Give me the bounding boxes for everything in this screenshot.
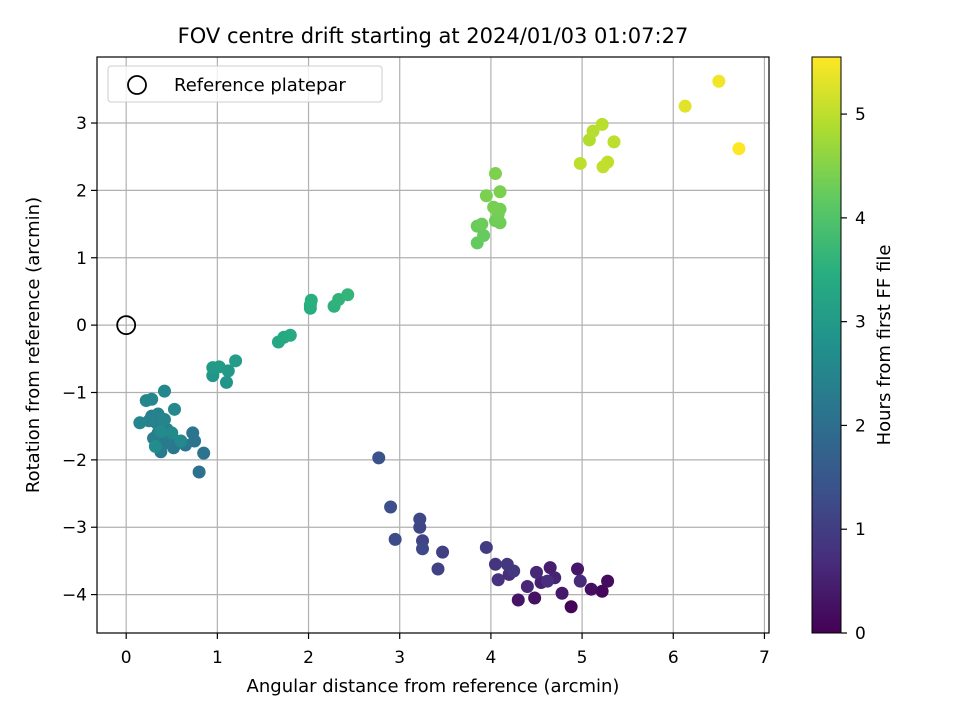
colorbar-gradient xyxy=(811,56,842,634)
colorbar-tick-label: 1 xyxy=(855,520,866,540)
data-point xyxy=(431,562,445,576)
y-tick-label: −1 xyxy=(62,383,87,403)
data-point xyxy=(573,574,587,588)
x-tick-label: 2 xyxy=(303,648,314,668)
y-tick-label: −4 xyxy=(62,586,87,606)
colorbar-tick-label: 3 xyxy=(855,313,866,333)
reference-platepar-marker xyxy=(116,315,137,336)
data-point xyxy=(192,465,206,479)
data-point xyxy=(595,117,609,131)
y-tick-label: −2 xyxy=(62,451,87,471)
legend: Reference platepar xyxy=(107,65,383,103)
colorbar-tick-label: 0 xyxy=(855,624,866,644)
data-point xyxy=(555,586,569,600)
x-tick-label: 3 xyxy=(394,648,405,668)
data-point xyxy=(341,288,355,302)
data-point xyxy=(154,425,168,439)
data-point xyxy=(571,562,585,576)
colorbar-ticks: 0 1 2 3 4 5 xyxy=(841,105,866,644)
data-point xyxy=(186,426,200,440)
data-point xyxy=(475,217,489,231)
data-point xyxy=(174,434,188,448)
data-point xyxy=(229,354,243,368)
data-point xyxy=(145,392,159,406)
data-point xyxy=(436,545,450,559)
data-point xyxy=(493,185,507,199)
colorbar-label: Hours from first FF file xyxy=(874,245,895,446)
data-point xyxy=(564,600,578,614)
data-point xyxy=(596,160,610,174)
data-point xyxy=(413,512,427,526)
x-tick-label: 7 xyxy=(759,648,770,668)
y-tick-label: 3 xyxy=(76,114,87,134)
data-point xyxy=(607,135,621,149)
data-point xyxy=(157,384,171,398)
data-point xyxy=(712,74,726,88)
data-point xyxy=(388,532,402,546)
legend-reference-icon xyxy=(127,75,147,95)
data-point xyxy=(488,557,502,571)
data-point xyxy=(487,200,501,214)
data-point xyxy=(543,561,557,575)
x-tick-label: 5 xyxy=(577,648,588,668)
colorbar-tick-label: 4 xyxy=(855,209,866,229)
data-point xyxy=(165,426,179,440)
data-points xyxy=(133,74,746,614)
data-point xyxy=(479,189,493,203)
data-point xyxy=(529,565,543,579)
data-point xyxy=(573,156,587,170)
data-point xyxy=(197,446,211,460)
data-point xyxy=(157,412,171,426)
data-point xyxy=(595,584,609,598)
y-axis-label: Rotation from reference (arcmin) xyxy=(23,197,44,493)
x-gridlines xyxy=(125,57,766,633)
legend-box xyxy=(107,65,383,103)
data-point xyxy=(212,360,226,374)
data-point xyxy=(601,574,615,588)
data-point xyxy=(528,591,542,605)
data-point xyxy=(372,451,386,465)
x-tick-label: 0 xyxy=(121,648,132,668)
data-point xyxy=(520,580,534,594)
y-gridlines xyxy=(97,122,769,596)
data-point xyxy=(384,500,398,514)
data-point xyxy=(540,574,554,588)
data-point xyxy=(678,99,692,113)
y-axis-ticks: −4 −3 −2 −1 0 1 2 3 xyxy=(62,114,97,606)
data-point xyxy=(488,167,502,181)
colorbar-tick-label: 5 xyxy=(855,105,866,125)
x-axis-ticks: 0 1 2 3 4 5 6 7 xyxy=(121,633,770,668)
data-point xyxy=(133,416,147,430)
data-point xyxy=(168,402,182,416)
data-point xyxy=(586,124,600,138)
data-point xyxy=(477,229,491,243)
data-point xyxy=(304,293,318,307)
data-point xyxy=(584,582,598,596)
data-point xyxy=(283,328,297,342)
data-point xyxy=(219,375,233,389)
data-point xyxy=(148,439,162,453)
x-tick-label: 4 xyxy=(485,648,496,668)
y-tick-label: 1 xyxy=(76,249,87,269)
data-point xyxy=(511,593,525,607)
colorbar-tick-label: 2 xyxy=(855,416,866,436)
legend-entry-reference: Reference platepar xyxy=(174,75,346,96)
data-point xyxy=(479,540,493,554)
colorbar: 0 1 2 3 4 5 Hours from first FF file xyxy=(811,56,895,644)
x-tick-label: 6 xyxy=(668,648,679,668)
x-tick-label: 1 xyxy=(212,648,223,668)
data-point xyxy=(732,142,746,156)
y-tick-label: 0 xyxy=(76,316,87,336)
data-point xyxy=(500,557,514,571)
data-point xyxy=(491,573,505,587)
x-axis-label: Angular distance from reference (arcmin) xyxy=(247,676,620,697)
plot-frame xyxy=(96,56,770,634)
y-tick-label: −3 xyxy=(62,518,87,538)
y-tick-label: 2 xyxy=(76,181,87,201)
data-point xyxy=(416,542,430,556)
chart-title: FOV centre drift starting at 2024/01/03 … xyxy=(178,24,689,48)
